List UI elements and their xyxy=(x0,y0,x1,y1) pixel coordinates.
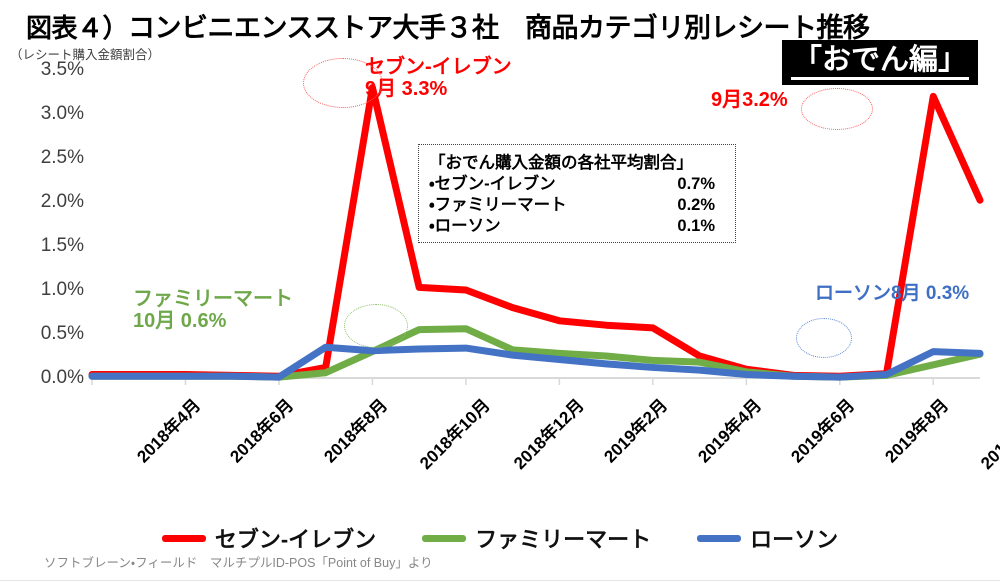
title-text: コンビニエンスストア大手３社 商品カテゴリ別レシート推移 xyxy=(128,13,870,43)
source-note: ソフトブレーン・フィールド マルチプルID-POS「Point of Buy」よ… xyxy=(44,556,433,570)
legend-label: ローソン xyxy=(750,527,839,552)
legend-item[interactable]: セブン-イレブン xyxy=(161,522,377,554)
figure-number: 図表４） xyxy=(26,13,129,43)
legend-color-swatch xyxy=(161,534,206,542)
legend-color-swatch xyxy=(697,534,742,542)
info-box-row: ・ローソン 0.1% xyxy=(429,216,727,237)
annotation-line-1: ファミリーマート xyxy=(133,288,293,310)
y-tick-label: 1.5% xyxy=(40,235,84,256)
highlight-ellipse-lawson xyxy=(796,318,852,358)
info-row-label: ・セブン-イレブン xyxy=(429,175,556,193)
annotation-lawson: ローソン8月 0.3% xyxy=(815,283,969,304)
info-box-title: 「おでん購入金額の各社平均割合」 xyxy=(429,154,693,172)
page-title: 図表４）コンビニエンスストア大手３社 商品カテゴリ別レシート推移 xyxy=(26,6,976,45)
info-row-value: 0.2% xyxy=(677,195,715,214)
highlight-ellipse-seven-2019 xyxy=(801,88,873,130)
x-tick-label: 2018年12月 xyxy=(510,395,588,474)
annotation-line-2: 9月 3.3% xyxy=(365,78,448,101)
info-box-row: ・セブン-イレブン 0.7% xyxy=(429,174,727,195)
y-tick-label: 0.5% xyxy=(40,323,84,344)
annotation-famima: ファミリーマート 10月 0.6% xyxy=(133,288,293,333)
y-axis-ticks: 0.0% 0.5% 1.0% 1.5% 2.0% 2.5% 3.0% 3.5% xyxy=(0,0,84,584)
x-tick-label: 2019年6月 xyxy=(787,395,859,467)
annotation-line-1: セブン-イレブン xyxy=(365,56,512,78)
y-tick-label: 2.5% xyxy=(40,147,84,168)
legend-label: セブン-イレブン xyxy=(214,527,377,552)
annotation-line-1: ローソン8月 0.3% xyxy=(815,283,970,304)
badge-label: 「おでん編」 xyxy=(790,45,969,80)
info-row-value: 0.1% xyxy=(677,216,715,235)
x-tick-label: 2019年4月 xyxy=(694,395,766,467)
x-tick-label: 2019年8月 xyxy=(881,395,953,467)
legend-item[interactable]: ローソン xyxy=(697,522,838,554)
legend-color-swatch xyxy=(422,534,467,542)
legend-item[interactable]: ファミリーマート xyxy=(422,522,651,554)
info-row-label: ・ローソン xyxy=(429,216,501,235)
average-info-box: 「おでん購入金額の各社平均割合」 ・セブン-イレブン 0.7% ・ファミリーマー… xyxy=(418,144,736,244)
highlight-ellipse-famima xyxy=(344,304,408,348)
annotation-line-1: 9月3.2% xyxy=(711,89,788,111)
y-tick-label: 2.0% xyxy=(40,191,84,212)
y-tick-label: 0.0% xyxy=(40,367,84,388)
x-tick-label: 2019年10月 xyxy=(977,395,1000,474)
info-box-row: ・ファミリーマート 0.2% xyxy=(429,195,727,216)
y-tick-label: 3.5% xyxy=(40,59,84,80)
x-tick-label: 2018年8月 xyxy=(320,395,392,467)
y-axis-caption: （レシート購入金額割合） xyxy=(10,48,161,62)
status-badge: 「おでん編」 xyxy=(782,40,978,85)
x-tick-label: 2018年4月 xyxy=(133,395,205,467)
info-row-value: 0.7% xyxy=(677,175,715,193)
bottom-divider xyxy=(0,580,1000,581)
x-tick-label: 2018年6月 xyxy=(226,395,298,467)
y-tick-label: 3.0% xyxy=(40,103,84,124)
chart-legend: セブン-イレブン ファミリーマート ローソン xyxy=(0,522,1000,554)
highlight-ellipse-seven-2018 xyxy=(303,58,383,108)
annotation-seven-2019: 9月3.2% xyxy=(711,89,788,111)
legend-label: ファミリーマート xyxy=(475,527,652,552)
annotation-line-2: 10月 0.6% xyxy=(133,310,227,333)
x-tick-label: 2018年10月 xyxy=(416,395,495,474)
y-tick-label: 1.0% xyxy=(40,279,84,300)
x-tick-label: 2019年2月 xyxy=(600,395,672,467)
info-row-label: ・ファミリーマート xyxy=(429,195,567,214)
annotation-seven-2018: セブン-イレブン 9月 3.3% xyxy=(365,56,512,101)
